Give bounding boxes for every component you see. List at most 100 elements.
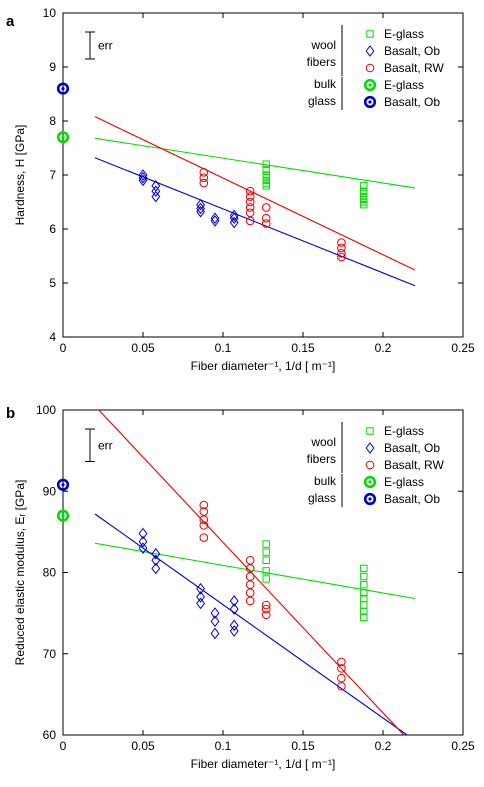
data-point (245, 580, 255, 589)
legend-entry: E-glass (384, 27, 424, 41)
legend-entry: Basalt, Ob (384, 95, 440, 109)
data-point (245, 208, 255, 218)
data-point (210, 212, 220, 225)
data-point (229, 595, 239, 607)
data-point (229, 209, 239, 222)
x-tick-label: 0 (60, 341, 67, 355)
x-tick-label: 0.05 (131, 739, 155, 753)
data-point (151, 547, 161, 560)
x-axis-label: Fiber diameter⁻¹, 1/d [ m⁻¹] (191, 359, 336, 373)
data-point (360, 564, 368, 573)
data-point (199, 507, 209, 516)
data-point (196, 582, 206, 595)
x-tick-label: 0.2 (375, 341, 392, 355)
fit-line (94, 137, 416, 189)
data-point (138, 169, 148, 181)
data-point (245, 197, 255, 207)
data-point (196, 591, 206, 603)
legend-marker (366, 427, 374, 435)
data-point (210, 615, 220, 628)
data-point (151, 185, 161, 198)
x-tick-label: 0.1 (215, 341, 232, 355)
data-point-dot (61, 483, 65, 487)
x-tick-label: 0 (60, 739, 67, 753)
panel-label: a (6, 13, 15, 30)
data-point (262, 160, 270, 168)
data-point (151, 562, 161, 575)
data-point (138, 527, 148, 540)
legend-group-wool: wool (310, 38, 336, 52)
data-point (210, 607, 220, 619)
data-point (245, 564, 255, 573)
data-point (261, 203, 271, 212)
data-point (229, 625, 239, 637)
series-1 (138, 169, 239, 229)
data-point (245, 216, 255, 226)
data-point-ring (56, 82, 70, 95)
data-point (337, 249, 346, 258)
series-0 (262, 540, 368, 621)
x-tick-label: 0.25 (451, 341, 475, 355)
data-point (229, 603, 239, 615)
data-point-dot (61, 87, 65, 91)
legend: E-glass Basalt, Ob Basalt, RW E-glass Basalt… (307, 25, 444, 110)
fit-line (94, 157, 416, 287)
data-point (262, 548, 270, 556)
data-point-dot (61, 514, 65, 518)
data-point (56, 131, 70, 144)
data-point (360, 589, 368, 597)
fit-line (94, 116, 416, 271)
legend-entry: Basalt, Ob (384, 441, 440, 455)
legend-marker-dot (368, 100, 372, 104)
y-tick-label: 70 (43, 647, 57, 661)
data-point (196, 198, 206, 211)
legend-marker-dot (368, 83, 372, 87)
legend-entry: E-glass (384, 424, 424, 438)
series-3 (56, 131, 70, 144)
legend-marker-dot (368, 480, 372, 484)
data-point (151, 554, 161, 567)
data-point (245, 186, 255, 196)
data-point (360, 580, 368, 589)
data-point (199, 168, 209, 177)
data-point (199, 173, 209, 182)
x-tick-label: 0.05 (131, 341, 155, 355)
data-point (337, 664, 346, 673)
legend-marker (363, 78, 377, 92)
series-2 (199, 500, 346, 691)
y-tick-label: 90 (43, 484, 57, 498)
data-point (138, 171, 148, 184)
y-tick-label: 9 (49, 60, 56, 74)
data-point (229, 212, 239, 225)
y-tick-label: 8 (49, 114, 56, 128)
data-point (261, 213, 271, 223)
data-point-ring (56, 478, 70, 491)
legend-marker (365, 460, 375, 470)
legend-entry: Basalt, Ob (384, 492, 440, 506)
fit-line (98, 410, 405, 735)
data-point (360, 182, 368, 190)
x-tick-label: 0.2 (375, 739, 392, 753)
data-point (245, 572, 255, 581)
data-point (245, 192, 255, 201)
legend-entry: Basalt, RW (384, 61, 444, 75)
data-point (245, 596, 255, 606)
data-point (56, 478, 70, 491)
data-point (199, 515, 209, 524)
data-point (337, 657, 346, 667)
data-point (245, 203, 255, 212)
legend-group-glass: glass (308, 94, 336, 108)
data-point (151, 190, 161, 203)
data-point (337, 673, 346, 683)
legend-group-bulk: bulk (314, 474, 337, 488)
legend-entry: E-glass (384, 475, 424, 489)
series-1 (138, 527, 239, 640)
x-tick-label: 0.15 (291, 739, 315, 753)
data-point (262, 575, 270, 583)
legend-marker-ring (363, 95, 377, 109)
data-point (337, 252, 346, 262)
legend-marker (365, 45, 375, 57)
y-tick-label: 6 (49, 222, 56, 236)
y-tick-label: 7 (49, 168, 56, 182)
